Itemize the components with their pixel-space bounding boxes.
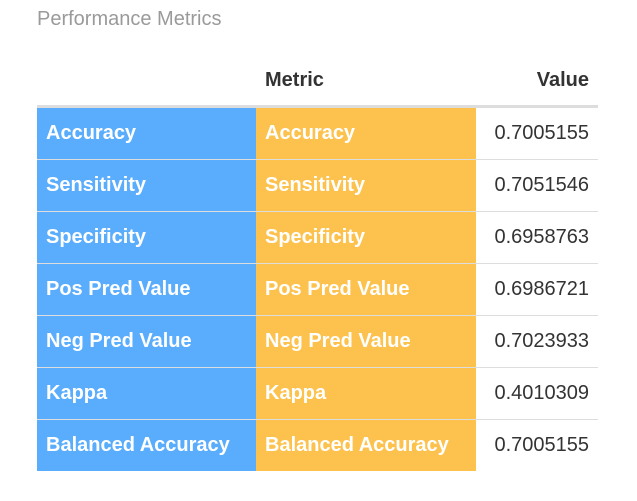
header-value: Value <box>476 55 598 108</box>
row-name-cell: Pos Pred Value <box>37 263 256 316</box>
metric-cell: Kappa <box>256 367 476 420</box>
metric-cell: Accuracy <box>256 106 476 160</box>
value-cell: 0.6986721 <box>476 263 598 316</box>
header-row: Metric Value <box>37 55 598 108</box>
metric-cell: Neg Pred Value <box>256 315 476 368</box>
value-cell: 0.4010309 <box>476 367 598 420</box>
metric-cell: Sensitivity <box>256 159 476 212</box>
metric-cell: Specificity <box>256 211 476 264</box>
table-caption: Performance Metrics <box>37 8 222 30</box>
header-metric: Metric <box>256 55 476 108</box>
table-row: Neg Pred Value Neg Pred Value 0.7023933 <box>37 315 598 368</box>
value-cell: 0.7023933 <box>476 315 598 368</box>
row-name-cell: Kappa <box>37 367 256 420</box>
metric-cell: Balanced Accuracy <box>256 419 476 471</box>
table-row: Accuracy Accuracy 0.7005155 <box>37 106 598 160</box>
table-row: Balanced Accuracy Balanced Accuracy 0.70… <box>37 419 598 471</box>
value-cell: 0.6958763 <box>476 211 598 264</box>
value-cell: 0.7005155 <box>476 419 598 471</box>
row-name-cell: Specificity <box>37 211 256 264</box>
performance-metrics-table: Metric Value Accuracy Accuracy 0.7005155… <box>37 55 598 471</box>
table-header: Metric Value <box>37 55 598 108</box>
table-row: Sensitivity Sensitivity 0.7051546 <box>37 159 598 212</box>
row-name-cell: Accuracy <box>37 106 256 160</box>
row-name-cell: Neg Pred Value <box>37 315 256 368</box>
table-body: Accuracy Accuracy 0.7005155 Sensitivity … <box>37 106 598 471</box>
row-name-cell: Balanced Accuracy <box>37 419 256 471</box>
metric-cell: Pos Pred Value <box>256 263 476 316</box>
table-row: Kappa Kappa 0.4010309 <box>37 367 598 420</box>
table-row: Specificity Specificity 0.6958763 <box>37 211 598 264</box>
header-rowname <box>37 55 256 108</box>
value-cell: 0.7051546 <box>476 159 598 212</box>
row-name-cell: Sensitivity <box>37 159 256 212</box>
table-row: Pos Pred Value Pos Pred Value 0.6986721 <box>37 263 598 316</box>
value-cell: 0.7005155 <box>476 106 598 160</box>
